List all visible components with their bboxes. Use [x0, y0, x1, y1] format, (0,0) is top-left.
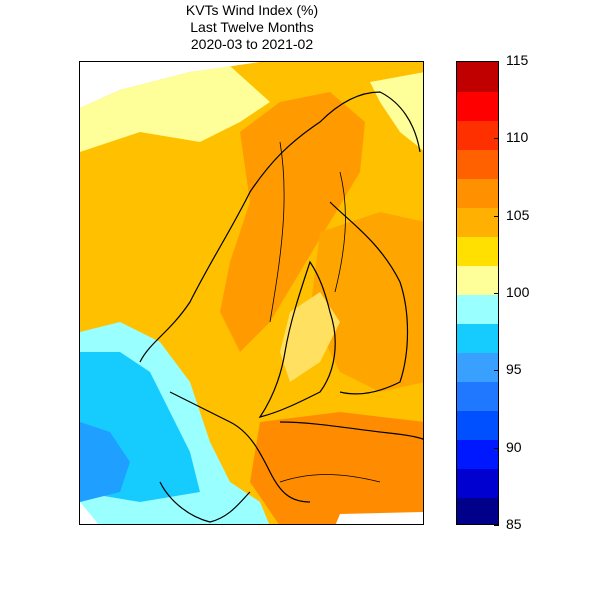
- colorbar-segment: [457, 207, 498, 237]
- colorbar-segment: [457, 410, 498, 440]
- colorbar-segment: [457, 497, 498, 524]
- map-field-low-deep: [80, 422, 130, 502]
- colorbar-tick-mark: [494, 138, 499, 140]
- colorbar-segment: [457, 178, 498, 208]
- colorbar-segment: [457, 468, 498, 498]
- colorbar-segment: [457, 352, 498, 382]
- colorbar-tick-label: 105: [506, 206, 530, 223]
- colorbar-tick-label: 100: [506, 284, 530, 300]
- colorbar-tick-mark: [494, 447, 499, 449]
- map-field-pale: [80, 66, 270, 152]
- colorbar-segment: [457, 381, 498, 411]
- coastline-norway: [139, 91, 421, 363]
- colorbar-tick-label: 115: [506, 52, 529, 68]
- colorbar-segment: [457, 265, 498, 295]
- colorbar-segment: [457, 439, 498, 469]
- colorbar-segment: [457, 294, 498, 324]
- colorbar-segment: [457, 120, 498, 150]
- chart-title: KVTs Wind Index (%) Last Twelve Months 2…: [80, 2, 424, 53]
- map-field-high-mountains: [220, 92, 365, 352]
- coastline-baltic: [279, 421, 423, 440]
- map-nodata-bottom: [335, 512, 423, 524]
- colorbar-tick-label: 85: [506, 516, 522, 532]
- colorbar-tick-label: 110: [506, 129, 529, 146]
- map-field-high-south: [250, 412, 423, 524]
- border-lines: [269, 141, 381, 483]
- map-field-high-finland: [310, 212, 423, 392]
- colorbar-segment: [457, 236, 498, 266]
- coastline-gulf: [258, 260, 336, 418]
- colorbar-tick-label: 90: [506, 438, 522, 455]
- coastline-sweden: [169, 391, 311, 503]
- map-field-pale-right: [370, 72, 423, 151]
- coastline-finland: [329, 201, 409, 395]
- colorbar-segment: [457, 62, 498, 92]
- colorbar-tick-mark: [494, 370, 499, 372]
- colorbar-tick-mark: [494, 525, 499, 526]
- title-line-3: 2020-03 to 2021-02: [190, 36, 314, 52]
- title-line-2: Last Twelve Months: [190, 19, 314, 35]
- colorbar-segment: [457, 323, 498, 353]
- colorbar-tick-mark: [494, 61, 499, 62]
- wind-index-map: [79, 61, 424, 525]
- colorbar: [456, 61, 499, 525]
- colorbar-segment: [457, 91, 498, 121]
- map-field-gulf: [280, 292, 340, 382]
- title-line-1: KVTs Wind Index (%): [185, 2, 319, 18]
- colorbar-tick-mark: [494, 215, 499, 217]
- colorbar-tick-mark: [494, 293, 499, 294]
- colorbar-segment: [457, 149, 498, 179]
- colorbar-tick-label: 95: [506, 361, 522, 378]
- coastline-denmark: [159, 481, 251, 523]
- map-svg: [80, 62, 423, 524]
